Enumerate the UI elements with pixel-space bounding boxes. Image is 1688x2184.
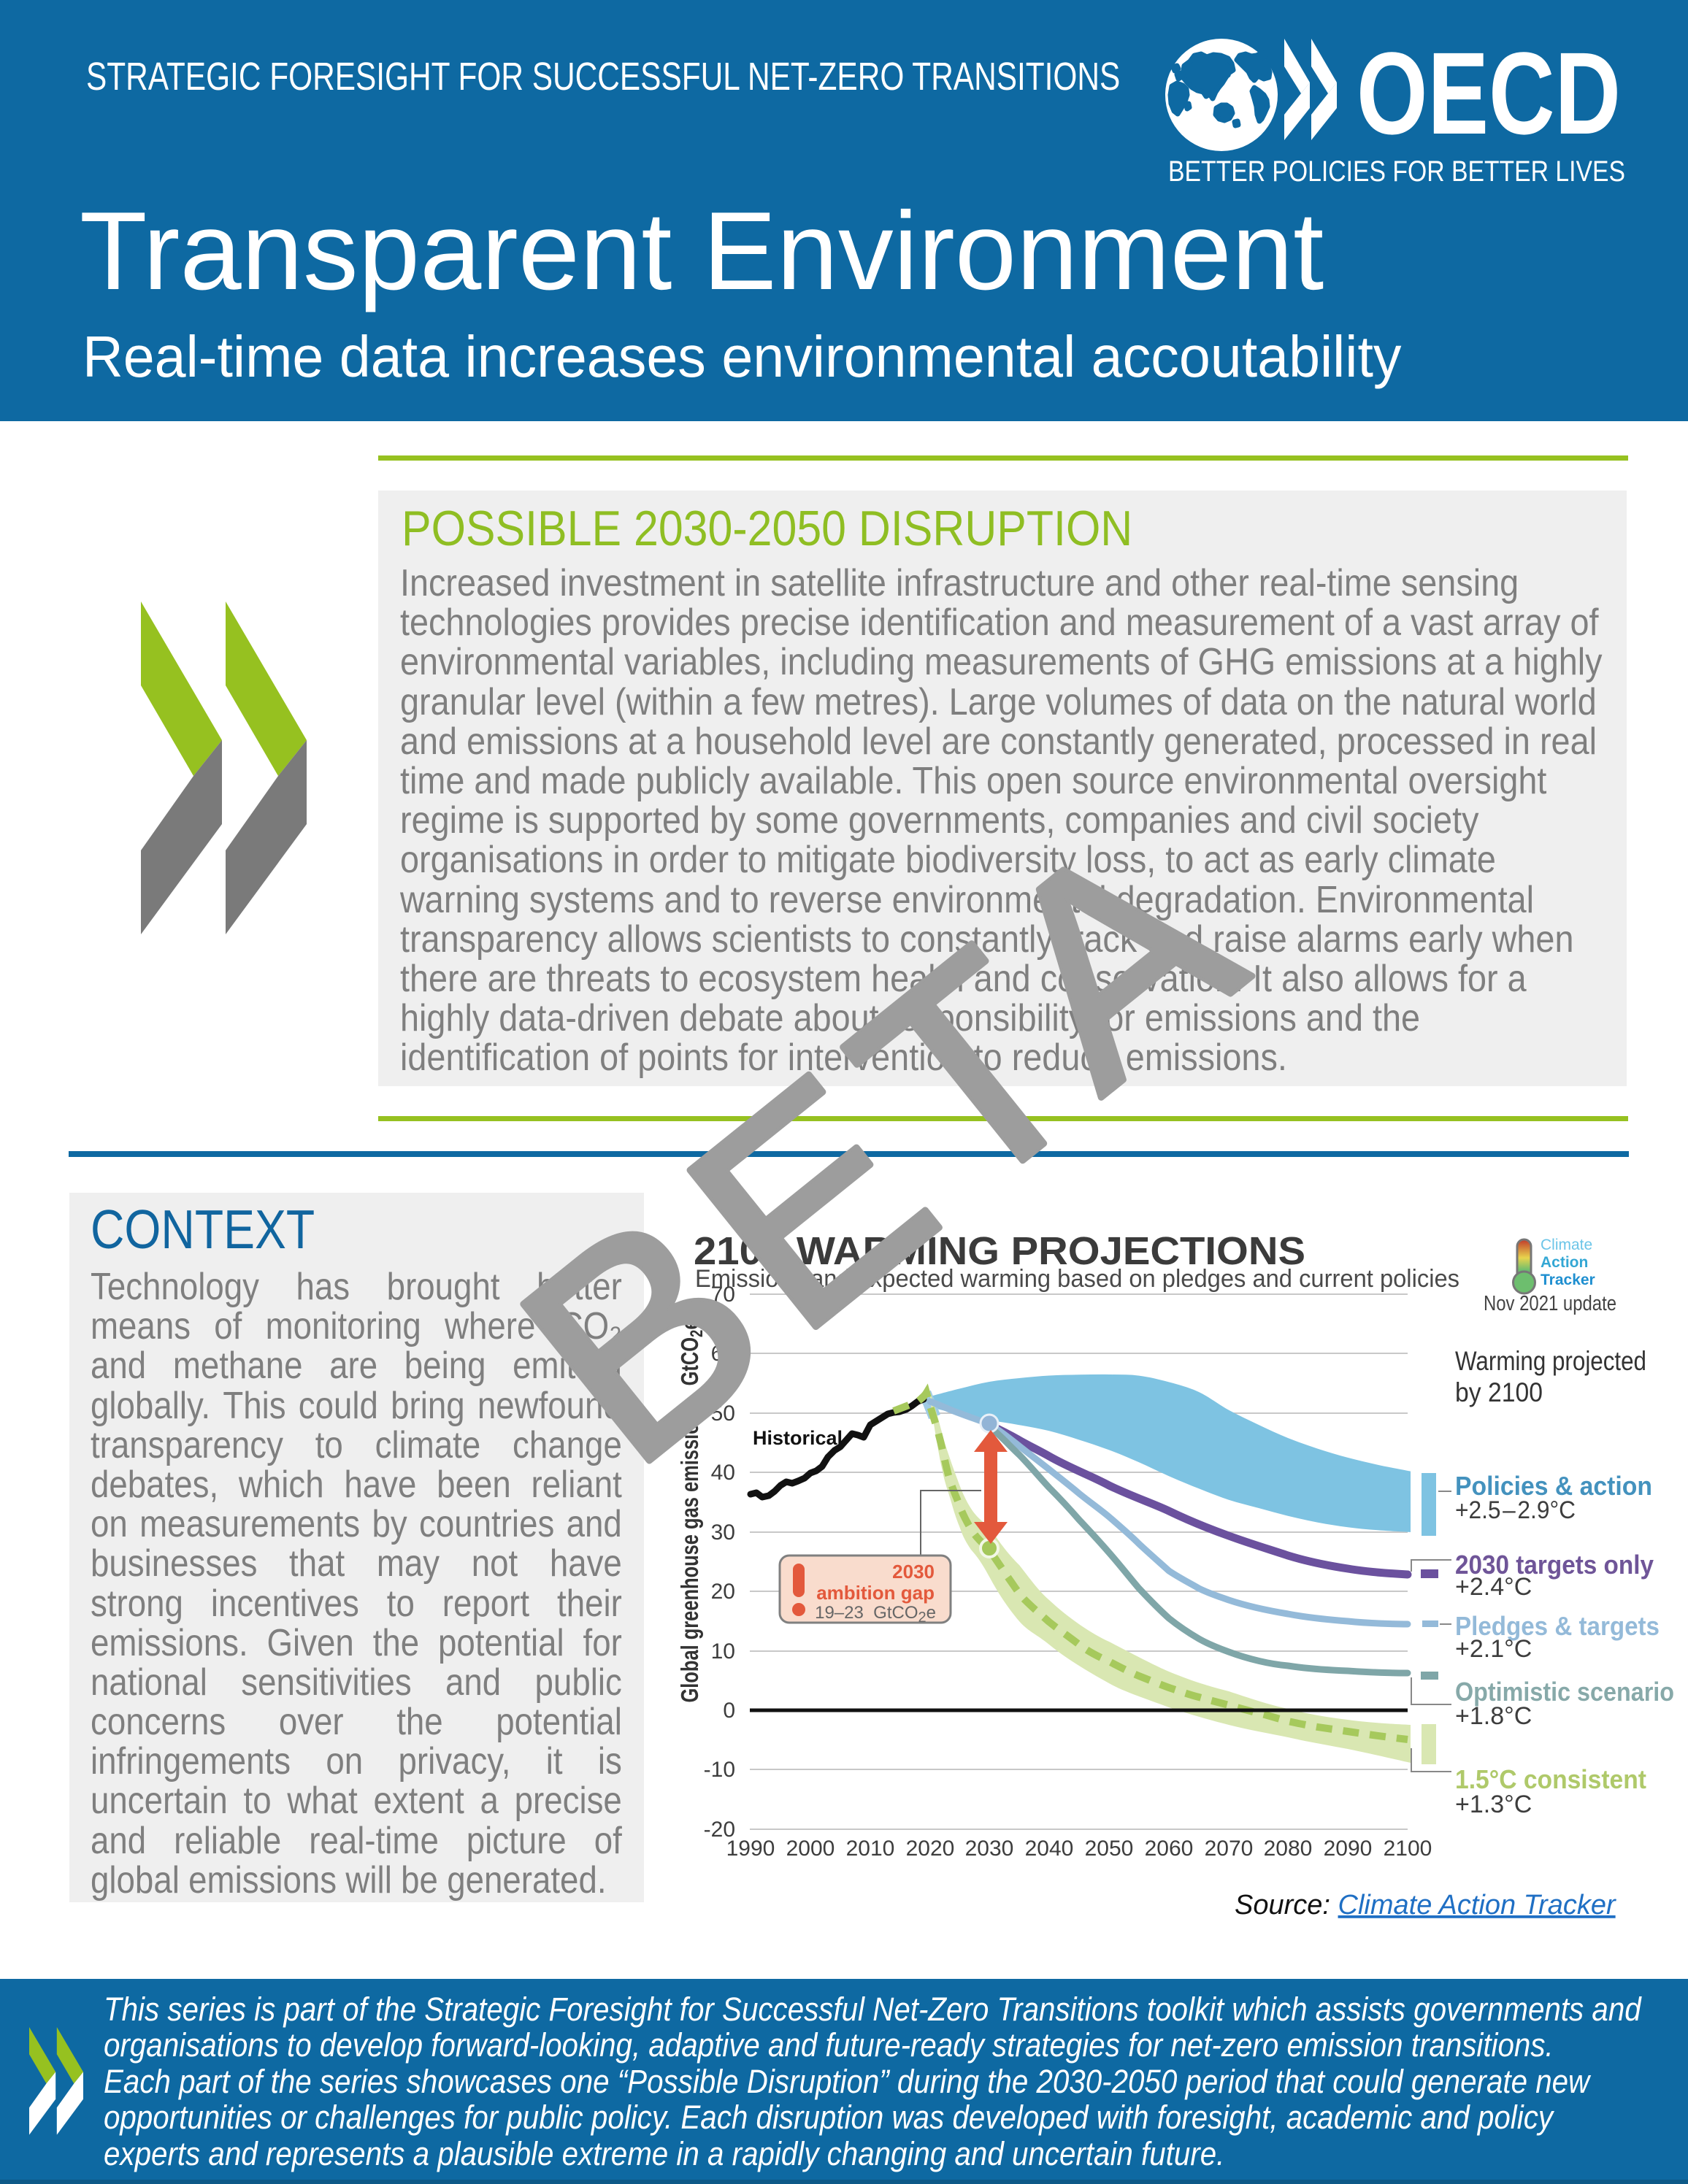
svg-text:2000: 2000 <box>786 1837 835 1861</box>
svg-text:Emissions and expected warming: Emissions and expected warming based on … <box>695 1265 1459 1293</box>
svg-text:+1.8°C: +1.8°C <box>1455 1702 1532 1730</box>
svg-text:2030: 2030 <box>892 1561 935 1583</box>
svg-text:Optimistic scenario: Optimistic scenario <box>1455 1677 1674 1707</box>
svg-text:-20: -20 <box>704 1818 735 1842</box>
svg-text:2050: 2050 <box>1085 1837 1134 1861</box>
svg-text:50: 50 <box>711 1401 735 1426</box>
svg-text:2090: 2090 <box>1324 1837 1373 1861</box>
svg-text:+2.1°C: +2.1°C <box>1455 1635 1532 1663</box>
svg-text:Climate: Climate <box>1541 1237 1592 1253</box>
svg-text:by 2100: by 2100 <box>1455 1377 1543 1407</box>
svg-text:2020: 2020 <box>906 1837 955 1861</box>
svg-text:10: 10 <box>711 1639 735 1664</box>
svg-text:+2.5 – 2.9°C: +2.5 – 2.9°C <box>1455 1496 1576 1524</box>
svg-text:2100 WARMING PROJECTIONS: 2100 WARMING PROJECTIONS <box>694 1229 1305 1273</box>
svg-text:ambition gap: ambition gap <box>816 1582 935 1604</box>
svg-text:-10: -10 <box>704 1758 735 1782</box>
svg-text:2040: 2040 <box>1025 1837 1074 1861</box>
svg-text:1.5°C consistent: 1.5°C consistent <box>1455 1764 1646 1794</box>
svg-text:Pledges & targets: Pledges & targets <box>1455 1611 1660 1641</box>
svg-text:2030: 2030 <box>965 1837 1014 1861</box>
svg-text:Global greenhouse gas emission: Global greenhouse gas emissions GtCO2e <box>676 1320 707 1703</box>
svg-text:Action: Action <box>1541 1254 1588 1271</box>
svg-text:Policies & action: Policies & action <box>1455 1471 1652 1501</box>
svg-text:Warming projected: Warming projected <box>1455 1346 1646 1376</box>
svg-text:Tracker: Tracker <box>1541 1272 1595 1288</box>
svg-text:OECD: OECD <box>1357 29 1621 158</box>
svg-text:+1.3°C: +1.3°C <box>1455 1791 1532 1818</box>
svg-text:2060: 2060 <box>1145 1837 1194 1861</box>
svg-text:0: 0 <box>723 1699 735 1723</box>
svg-text:40: 40 <box>711 1461 735 1485</box>
svg-text:2070: 2070 <box>1205 1837 1254 1861</box>
svg-text:Historical: Historical <box>753 1427 843 1449</box>
svg-text:Nov 2021 update: Nov 2021 update <box>1484 1292 1616 1315</box>
svg-text:70: 70 <box>711 1283 735 1307</box>
svg-text:+2.4°C: +2.4°C <box>1455 1573 1532 1601</box>
svg-text:BETTER POLICIES FOR BETTER LIV: BETTER POLICIES FOR BETTER LIVES <box>1168 155 1625 188</box>
svg-text:1990: 1990 <box>726 1837 775 1861</box>
svg-text:2080: 2080 <box>1264 1837 1313 1861</box>
svg-text:2030 targets only: 2030 targets only <box>1455 1550 1654 1580</box>
svg-text:2100: 2100 <box>1384 1837 1432 1861</box>
svg-text:19–23 GtCO2e: 19–23 GtCO2e <box>815 1603 936 1626</box>
svg-text:2010: 2010 <box>846 1837 895 1861</box>
svg-text:60: 60 <box>711 1342 735 1366</box>
svg-text:30: 30 <box>711 1520 735 1545</box>
svg-text:20: 20 <box>711 1580 735 1604</box>
svg-text:Source: Climate Action Tracker: Source: Climate Action Tracker <box>1235 1890 1616 1920</box>
